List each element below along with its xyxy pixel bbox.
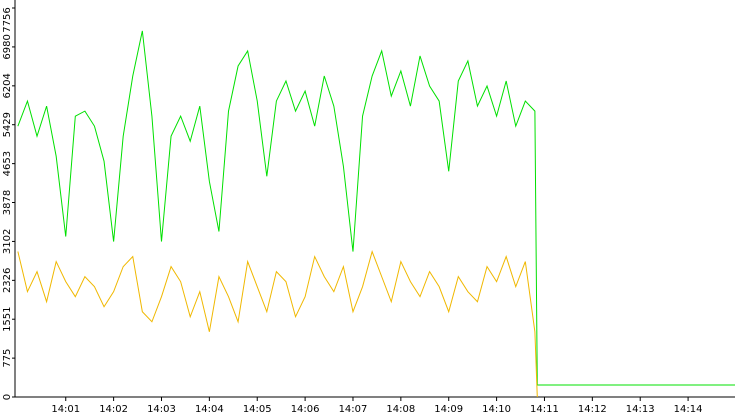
y-tick-label: 7756 xyxy=(2,7,13,32)
x-tick-label: 14:09 xyxy=(434,404,463,415)
y-tick-label: 0 xyxy=(2,394,13,400)
x-tick-label: 14:08 xyxy=(386,404,415,415)
y-tick-label: 3102 xyxy=(2,229,13,254)
x-tick-label: 14:02 xyxy=(99,404,128,415)
y-tick-label: 2326 xyxy=(2,268,13,293)
x-tick-label: 14:01 xyxy=(51,404,80,415)
y-tick-label: 6204 xyxy=(2,73,13,98)
y-tick-label: 3878 xyxy=(2,190,13,215)
x-tick-label: 14:13 xyxy=(626,404,655,415)
x-tick-label: 14:12 xyxy=(578,404,607,415)
x-tick-label: 14:11 xyxy=(530,404,559,415)
series-line xyxy=(17,249,538,398)
x-tick-label: 14:14 xyxy=(674,404,703,415)
x-tick-label: 14:07 xyxy=(339,404,368,415)
x-tick-label: 14:04 xyxy=(195,404,224,415)
y-tick-label: 6980 xyxy=(2,34,13,59)
x-tick-label: 14:05 xyxy=(243,404,272,415)
x-tick-label: 14:10 xyxy=(482,404,511,415)
y-tick-label: 1551 xyxy=(2,306,13,331)
y-tick-label: 5429 xyxy=(2,112,13,137)
x-tick-label: 14:06 xyxy=(291,404,320,415)
y-tick-label: 775 xyxy=(2,349,13,368)
series-line xyxy=(17,30,735,386)
y-tick-label: 4653 xyxy=(2,151,13,176)
x-tick-label: 14:03 xyxy=(147,404,176,415)
